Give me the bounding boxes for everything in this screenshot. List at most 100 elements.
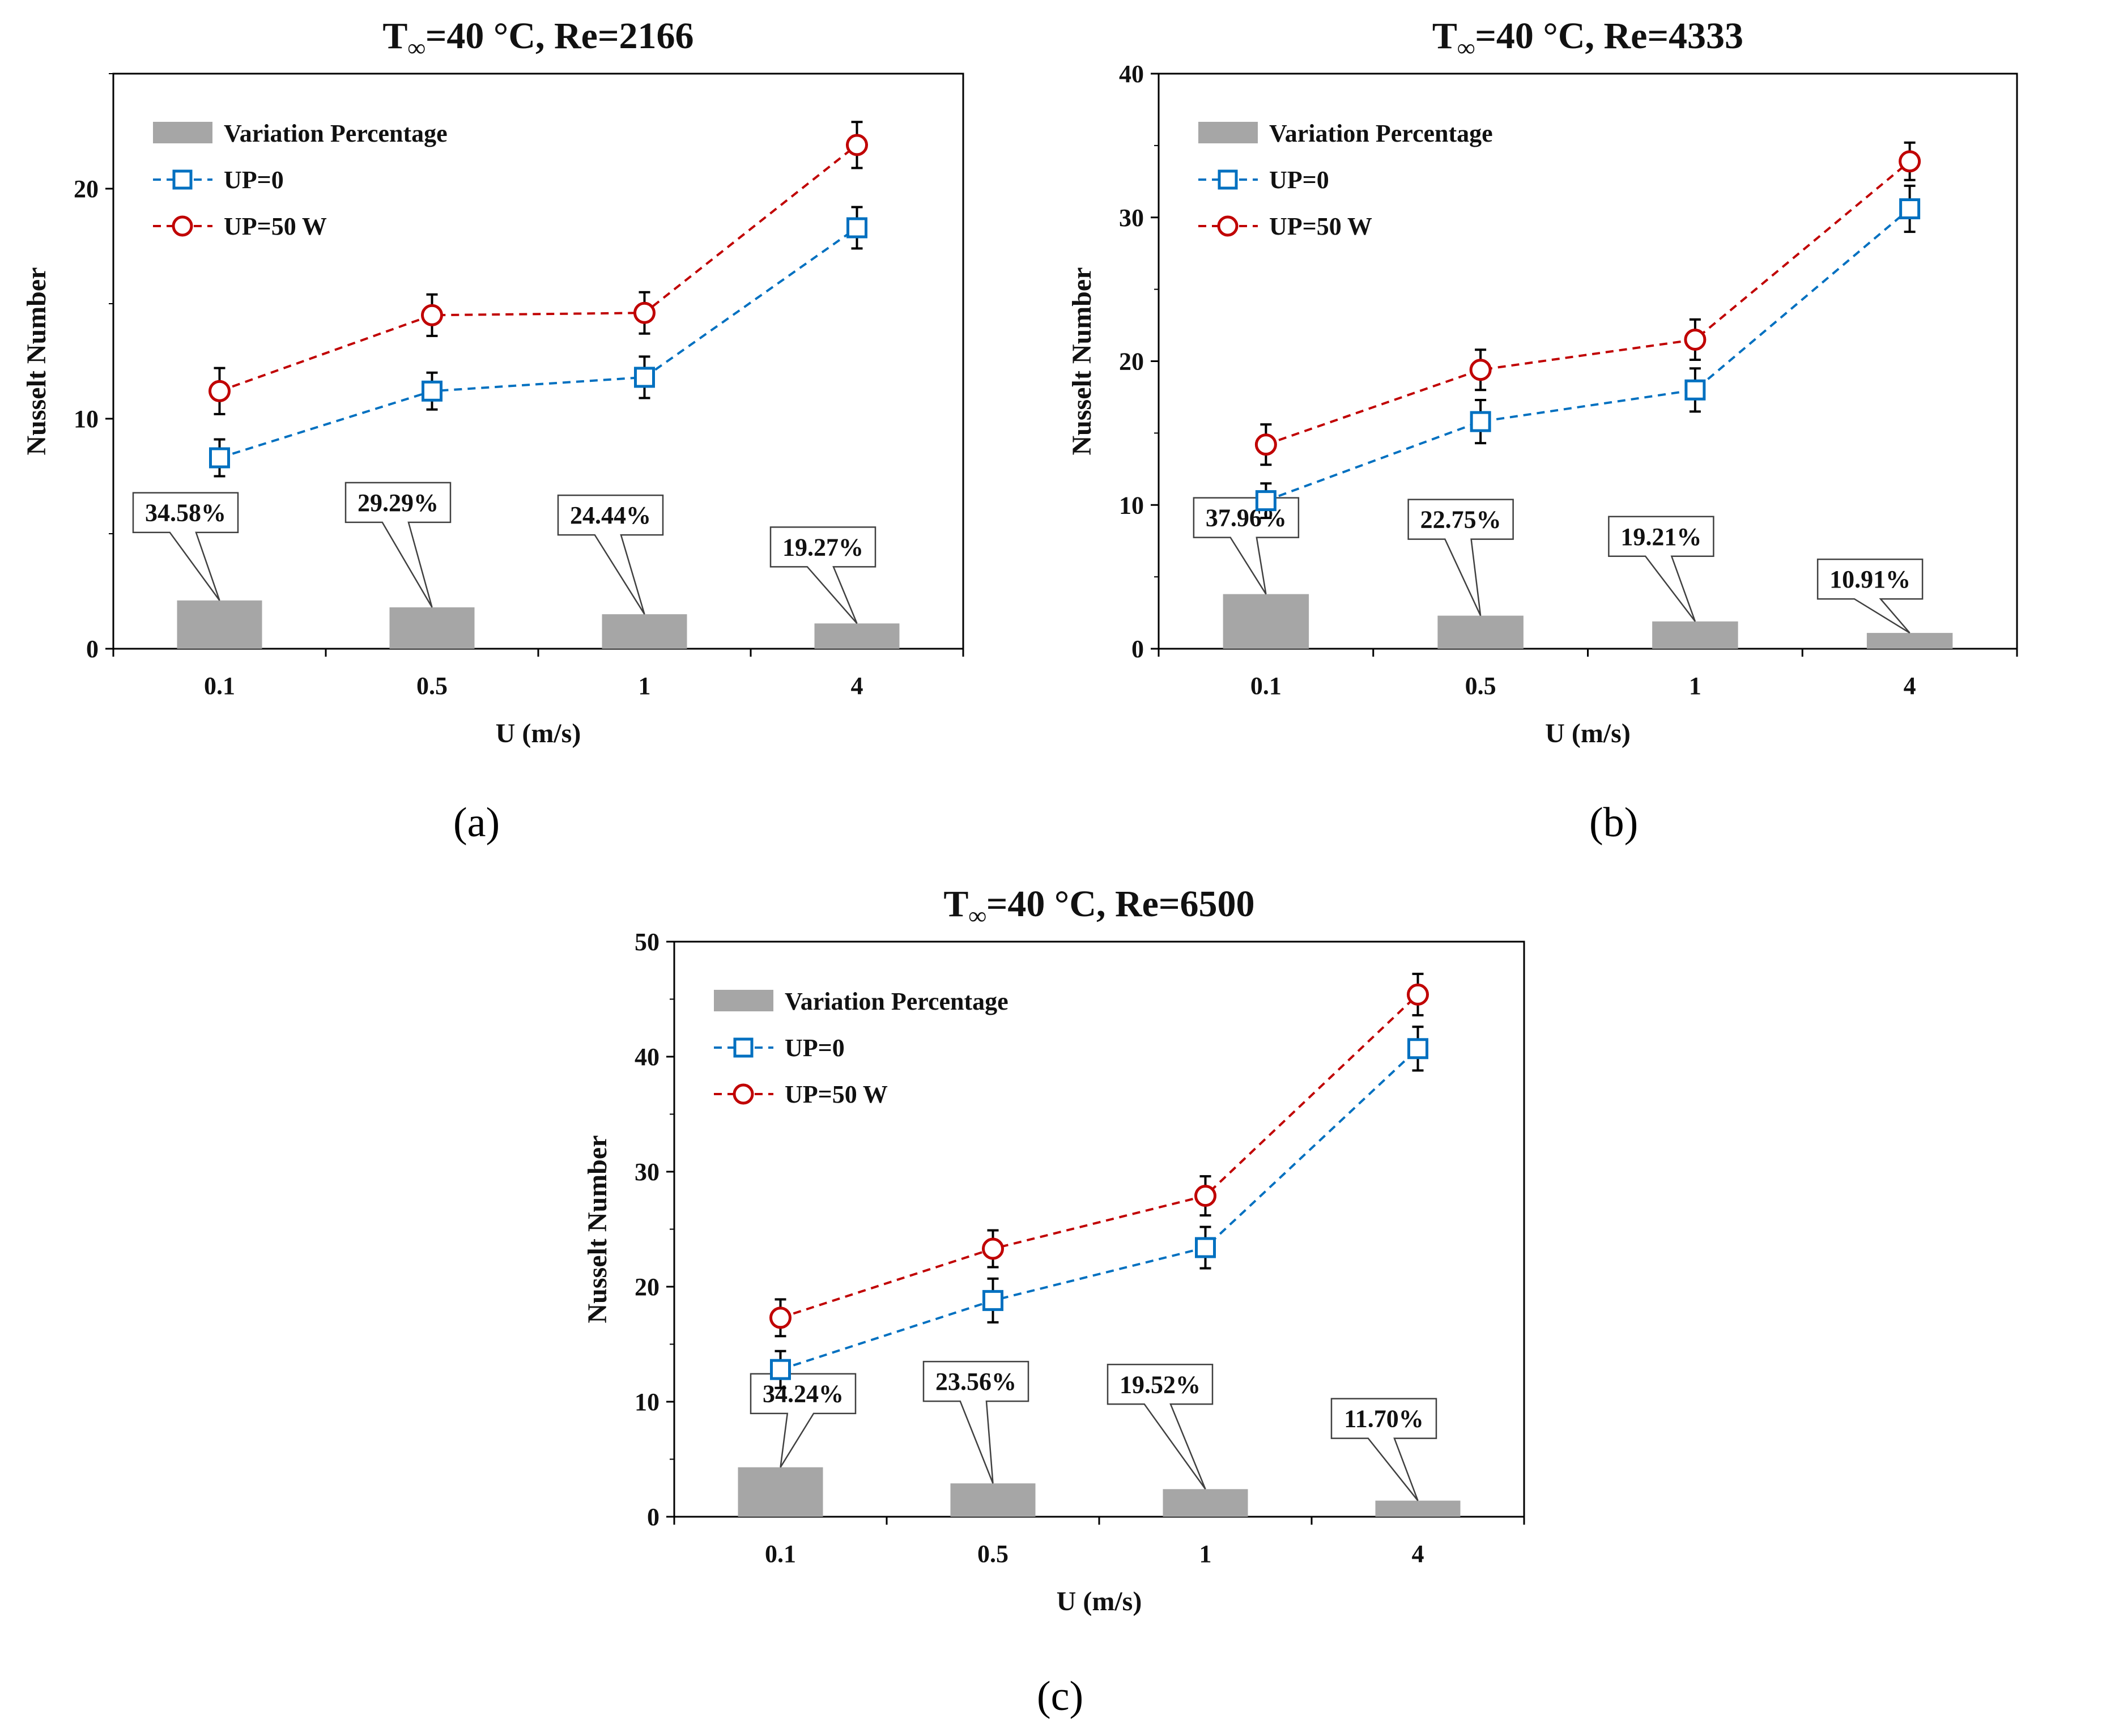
nusselt-chart-b: T∞=40 °C, Re=4333 0 10 20 30 40 0.1 0.5 1 4 U (m/s…	[1067, 15, 2018, 748]
point-up50-circle	[1194, 1185, 1216, 1207]
legend-swatch-bar	[153, 122, 212, 143]
nusselt-chart-c: T∞=40 °C, Re=6500 0 10 20 30 40 50 0.1 0.5 1 4 U (m…	[582, 883, 1525, 1616]
point-up0-square	[1899, 198, 1921, 220]
point-up50-circle	[209, 380, 231, 402]
point-up0-square	[209, 447, 230, 469]
bar-data-label: 23.56%	[935, 1368, 1016, 1395]
point-up50-circle	[1899, 150, 1921, 173]
bar-data-label: 11.70%	[1344, 1405, 1424, 1433]
legend-marker-up50	[1217, 215, 1239, 237]
legend-label-up0: UP=0	[1269, 166, 1329, 194]
point-up0-square	[1684, 379, 1706, 401]
y-tick-label: 0	[647, 1503, 659, 1531]
panel-label-b: (b)	[1589, 799, 1639, 846]
legend-marker-up50	[733, 1083, 754, 1105]
y-tick-label: 50	[635, 928, 659, 956]
chart-title: T∞=40 °C, Re=6500	[943, 883, 1254, 930]
chart-panel-b: T∞=40 °C, Re=4333 0 10 20 30 40 0.1 0.5 1 4 U (m/s…	[1051, 0, 2102, 868]
variation-bar	[950, 1483, 1036, 1517]
bar-data-label: 34.24%	[763, 1380, 844, 1408]
bar-callout-box	[132, 492, 239, 601]
legend-marker-up0	[172, 169, 193, 190]
point-up50-circle	[1469, 359, 1492, 381]
legend-label-up0: UP=0	[785, 1034, 845, 1062]
point-up50-circle	[421, 304, 443, 326]
variation-bar	[1652, 621, 1738, 649]
bar-callout-box	[344, 482, 452, 608]
y-axis-label: Nusselt Number	[1067, 267, 1097, 456]
chart-panel-c: T∞=40 °C, Re=6500 0 10 20 30 40 50 0.1 0.5 1 4 U (m…	[561, 868, 1612, 1736]
legend-label-variation: Variation Percentage	[1269, 120, 1493, 147]
chart-title: T∞=40 °C, Re=2166	[382, 15, 693, 62]
x-tick-label: 0.1	[1250, 672, 1282, 700]
bar-callout-box	[1193, 497, 1300, 595]
y-tick-label: 40	[635, 1043, 659, 1071]
series-line-up0	[219, 227, 858, 459]
x-tick-label: 1	[1199, 1540, 1212, 1568]
variation-bar	[1163, 1489, 1248, 1517]
bar-callout-box	[557, 494, 664, 615]
legend-label-up0: UP=0	[224, 166, 284, 194]
y-axis-label: Nusselt Number	[22, 267, 52, 456]
point-up0-square	[1255, 490, 1276, 512]
bar-data-label: 10.91%	[1829, 565, 1910, 593]
x-axis-label: U (m/s)	[1545, 718, 1631, 748]
bar-data-label: 34.58%	[145, 499, 226, 527]
bar-callout-box	[1816, 558, 1924, 634]
legend-label-up50: UP=50 W	[785, 1080, 888, 1108]
x-tick-label: 0.1	[765, 1540, 796, 1568]
x-tick-label: 0.5	[977, 1540, 1009, 1568]
legend-label-variation: Variation Percentage	[785, 988, 1009, 1015]
nusselt-chart-a: T∞=40 °C, Re=2166 0 10 20 0.1 0.5 1 4 U (m/s) Nus…	[22, 15, 964, 748]
series-line-up50	[219, 144, 858, 393]
point-up0-square	[846, 217, 867, 239]
point-up0-square	[982, 1290, 1003, 1311]
legend-label-variation: Variation Percentage	[224, 120, 448, 147]
variation-bar	[738, 1467, 823, 1517]
bar-data-label: 24.44%	[570, 501, 651, 529]
y-tick-label: 20	[1119, 348, 1144, 376]
bar-callout-box	[922, 1360, 1029, 1484]
legend-marker-up0	[733, 1037, 754, 1058]
x-tick-label: 4	[851, 672, 863, 700]
variation-bar	[602, 614, 687, 649]
y-tick-label: 10	[1119, 491, 1144, 519]
variation-bar	[1223, 594, 1309, 649]
point-up50-circle	[1684, 328, 1707, 351]
point-up0-square	[1407, 1038, 1428, 1060]
y-tick-label: 10	[635, 1388, 659, 1416]
point-up50-circle	[1254, 433, 1277, 456]
bar-callout-box	[1107, 1364, 1214, 1490]
bar-callout-box	[769, 526, 876, 624]
bar-data-label: 29.29%	[358, 489, 439, 517]
legend-label-up50: UP=50 W	[1269, 212, 1372, 240]
bar-data-label: 19.52%	[1120, 1371, 1201, 1398]
chart-panel-a: T∞=40 °C, Re=2166 0 10 20 0.1 0.5 1 4 U (m/s) Nus…	[0, 0, 1051, 868]
bar-callout-box	[1330, 1398, 1437, 1501]
x-tick-label: 1	[639, 672, 651, 700]
series-line-up50	[1265, 160, 1910, 446]
x-axis-label: U (m/s)	[496, 718, 581, 748]
point-up0-square	[770, 1359, 791, 1380]
bar-data-label: 19.27%	[782, 533, 863, 561]
bar-callout-box	[750, 1373, 857, 1468]
point-up0-square	[634, 367, 655, 388]
y-tick-label: 0	[1131, 635, 1144, 663]
y-axis-label: Nusselt Number	[582, 1135, 612, 1324]
y-tick-label: 0	[86, 635, 99, 663]
x-tick-label: 0.1	[204, 672, 235, 700]
point-up50-circle	[1407, 983, 1429, 1006]
series-line-up50	[780, 993, 1419, 1319]
x-tick-label: 0.5	[1465, 672, 1496, 700]
point-up0-square	[422, 380, 442, 402]
series-line-up0	[780, 1048, 1419, 1371]
variation-bar	[1375, 1500, 1461, 1517]
legend-swatch-bar	[714, 990, 773, 1011]
bar-data-label: 19.21%	[1620, 523, 1701, 551]
x-tick-label: 0.5	[416, 672, 448, 700]
y-tick-label: 10	[74, 405, 99, 433]
variation-bar	[1866, 633, 1953, 649]
legend-label-up50: UP=50 W	[224, 212, 327, 240]
bar-data-label: 22.75%	[1420, 506, 1501, 534]
variation-bar	[814, 623, 900, 649]
